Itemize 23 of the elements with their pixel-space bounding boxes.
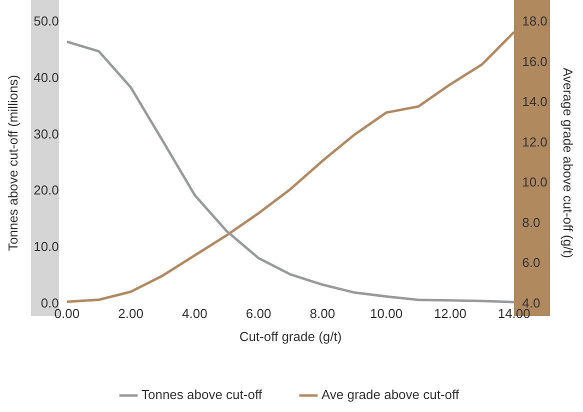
x-tick-label: 8.00: [310, 306, 336, 322]
legend-label: Tonnes above cut-off: [141, 387, 262, 402]
y-tick-label: 20.0: [34, 182, 59, 198]
x-axis-title: Cut-off grade (g/t): [239, 328, 342, 344]
y-tick-label: 40.0: [34, 70, 59, 85]
y-tick-label: 50.0: [34, 14, 59, 29]
y2-tick-label: 14.0: [522, 94, 548, 110]
y2-tick-label: 10.0: [522, 174, 548, 190]
y-tick-label: 10.0: [34, 239, 59, 254]
y2-tick-label: 18.0: [522, 14, 548, 29]
x-tick-label: 6.00: [246, 306, 272, 322]
y2-tick-label: 6.0: [522, 255, 540, 270]
x-tick-label: 12.00: [434, 306, 466, 322]
y2-tick-label: 8.0: [522, 214, 540, 230]
y2-tick-label: 16.0: [522, 54, 548, 69]
x-tick-label: 2.00: [118, 306, 144, 322]
x-tick-label: 10.00: [370, 306, 403, 322]
y-axis-title: Tonnes above cut-off (millions): [5, 74, 20, 251]
y2-axis-title: Average grade above cut-off (g/t): [560, 68, 576, 258]
x-tick-label: 4.00: [182, 306, 208, 322]
y2-tick-label: 12.0: [522, 134, 548, 150]
legend-label: Ave grade above cut-off: [321, 387, 460, 402]
y-tick-label: 30.0: [34, 126, 59, 142]
